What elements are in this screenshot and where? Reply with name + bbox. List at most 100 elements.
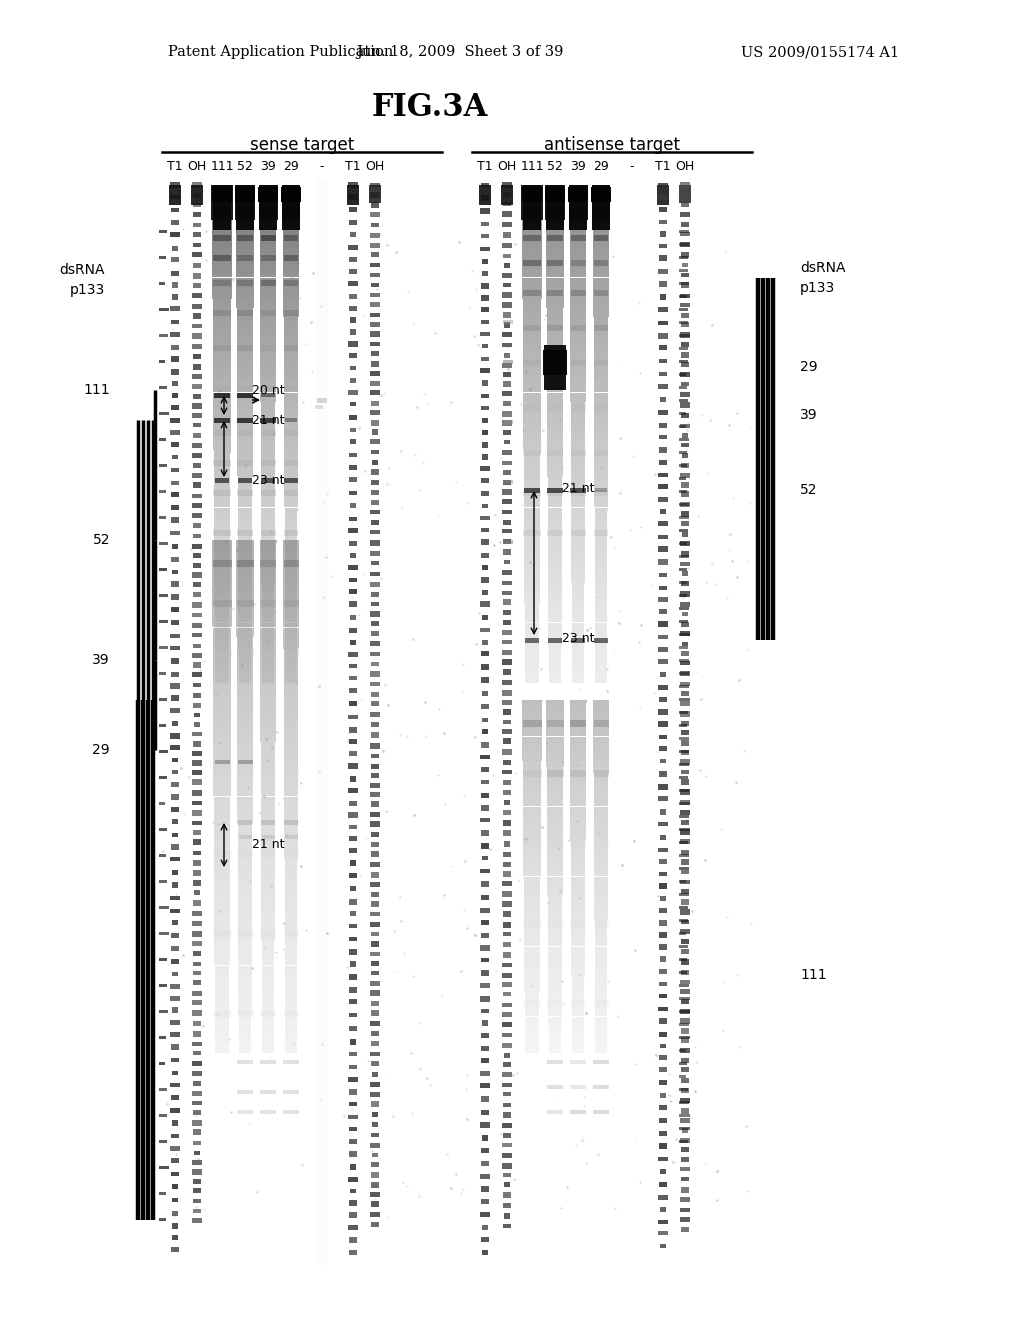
Bar [238,820,252,825]
Bar [284,760,298,763]
Bar [680,331,690,338]
Bar [238,890,252,894]
Bar [284,570,299,573]
Bar [594,366,608,368]
Bar [214,507,230,511]
Bar [682,362,688,367]
Bar [371,252,379,257]
Bar [570,809,586,813]
Bar [524,607,540,610]
Bar [285,950,297,953]
Bar [681,482,689,487]
Bar [214,529,230,532]
Bar [260,718,275,721]
Bar [659,1032,667,1036]
Bar [348,1115,357,1119]
Bar [595,1026,607,1028]
Bar [260,631,276,634]
Bar [524,628,540,631]
Bar [284,850,299,857]
Bar [193,612,202,618]
Bar [680,1167,690,1171]
Bar [548,572,562,574]
Bar [524,499,541,502]
Bar [571,541,585,544]
Bar [547,788,563,791]
Bar [524,1016,540,1019]
Bar [260,591,276,594]
Bar [572,1038,584,1041]
Bar [523,375,541,378]
Bar [594,453,608,455]
Bar [262,1005,274,1007]
Bar [547,378,563,380]
Bar [594,411,608,413]
Bar [260,601,276,607]
Bar [547,319,563,323]
Bar [594,341,608,345]
Bar [659,609,667,614]
Bar [547,867,563,870]
Bar [547,392,563,396]
Bar [369,185,381,203]
Bar [571,593,585,595]
Bar [502,964,512,968]
Bar [237,664,253,667]
Bar [191,771,203,775]
Bar [571,925,585,928]
Bar [502,363,512,367]
Bar [502,570,512,576]
Bar [594,387,608,389]
Bar [237,302,254,305]
Bar [238,465,253,469]
Bar [370,792,380,797]
Bar [159,230,167,234]
Bar [371,783,380,788]
Bar [261,480,275,483]
Bar [260,238,276,242]
Bar [681,622,689,627]
Bar [194,1209,201,1213]
Bar [285,791,298,793]
Bar [261,529,274,532]
Bar [284,347,298,350]
Bar [283,540,299,543]
Bar [239,661,252,665]
Bar [284,277,299,281]
Bar [546,709,564,711]
Bar [215,623,229,626]
Bar [193,582,202,587]
Bar [570,843,586,846]
Bar [481,1059,488,1064]
Bar [522,226,542,230]
Bar [261,824,275,826]
Bar [680,424,689,428]
Bar [285,983,297,986]
Bar [260,420,275,422]
Bar [370,1212,380,1217]
Bar [212,187,232,202]
Bar [571,577,585,579]
Bar [504,354,511,358]
Bar [214,462,230,465]
Bar [371,671,380,677]
Bar [524,516,540,520]
Bar [237,645,254,648]
Bar [680,304,690,308]
Bar [679,983,689,987]
Bar [548,579,562,583]
Bar [237,688,253,690]
Bar [522,719,542,727]
Bar [315,405,323,409]
Bar [171,807,179,812]
Bar [547,818,563,821]
Bar [524,586,540,589]
Bar [569,263,587,265]
Bar [238,492,252,495]
Bar [286,675,297,677]
Bar [525,680,539,682]
Bar [239,1041,251,1044]
Bar [681,969,689,974]
Bar [659,359,667,363]
Bar [371,438,380,445]
